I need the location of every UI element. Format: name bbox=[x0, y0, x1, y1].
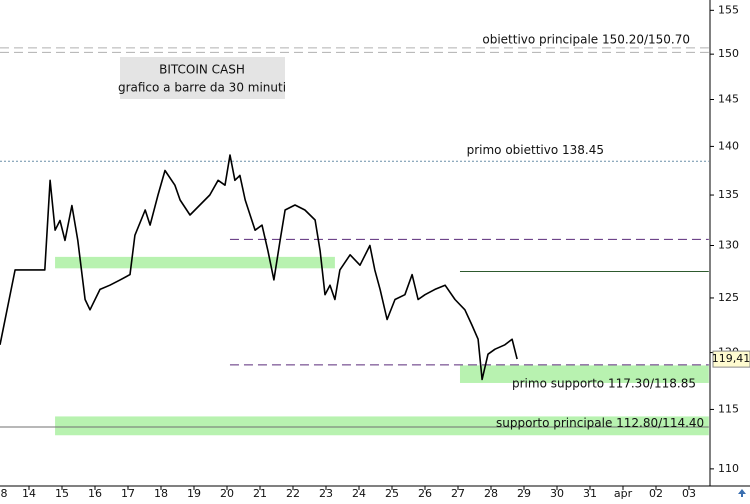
y-tick-label: 140 bbox=[718, 139, 739, 152]
upload-icon[interactable] bbox=[735, 487, 749, 499]
annotation: primo supporto 117.30/118.85 bbox=[512, 376, 696, 390]
y-tick-label: 110 bbox=[718, 462, 739, 475]
x-tick-label: 03 bbox=[682, 487, 696, 500]
x-tick-label: 15 bbox=[55, 487, 69, 500]
x-tick-label: 28 bbox=[484, 487, 498, 500]
x-tick-label: 02 bbox=[649, 487, 663, 500]
x-tick-label: 31 bbox=[583, 487, 597, 500]
x-tick-label: 30 bbox=[550, 487, 564, 500]
x-tick-label: 8 bbox=[1, 487, 8, 500]
x-tick-label: 23 bbox=[319, 487, 333, 500]
x-tick-label: 17 bbox=[121, 487, 135, 500]
y-tick-label: 125 bbox=[718, 291, 739, 304]
chart-subtitle: grafico a barre da 30 minuti bbox=[118, 81, 286, 95]
last-price-label: 119,41 bbox=[712, 352, 750, 365]
support-zone bbox=[459, 365, 709, 383]
annotation: primo obiettivo 138.45 bbox=[467, 143, 604, 157]
x-tick-label: 25 bbox=[385, 487, 399, 500]
y-tick-label: 155 bbox=[718, 3, 739, 16]
icon-arrow[interactable] bbox=[738, 489, 746, 497]
x-tick-label: 26 bbox=[418, 487, 432, 500]
annotation: supporto principale 112.80/114.40 bbox=[496, 416, 704, 430]
y-tick-label: 145 bbox=[718, 92, 739, 105]
x-tick-label: 27 bbox=[451, 487, 465, 500]
x-tick-label: 21 bbox=[253, 487, 267, 500]
y-tick-label: 130 bbox=[718, 239, 739, 252]
last-price-box bbox=[712, 350, 750, 368]
y-tick-label: 115 bbox=[718, 402, 739, 415]
x-tick-label: 18 bbox=[154, 487, 168, 500]
support-zone bbox=[55, 256, 335, 269]
price-line bbox=[0, 154, 518, 381]
title-box bbox=[120, 57, 285, 99]
y-tick-label: 135 bbox=[718, 188, 739, 201]
y-tick-label: 150 bbox=[718, 47, 739, 60]
x-tick-label: 16 bbox=[88, 487, 102, 500]
x-tick-label: 19 bbox=[187, 487, 201, 500]
support-zone bbox=[55, 416, 709, 436]
chart-title: BITCOIN CASH bbox=[159, 63, 245, 77]
x-tick-label: 20 bbox=[220, 487, 234, 500]
x-tick-label: 29 bbox=[517, 487, 531, 500]
annotation: obiettivo principale 150.20/150.70 bbox=[482, 32, 690, 46]
x-tick-label: apr bbox=[614, 487, 633, 500]
x-tick-label: 24 bbox=[352, 487, 366, 500]
x-tick-label: 14 bbox=[22, 487, 36, 500]
x-tick-label: 22 bbox=[286, 487, 300, 500]
